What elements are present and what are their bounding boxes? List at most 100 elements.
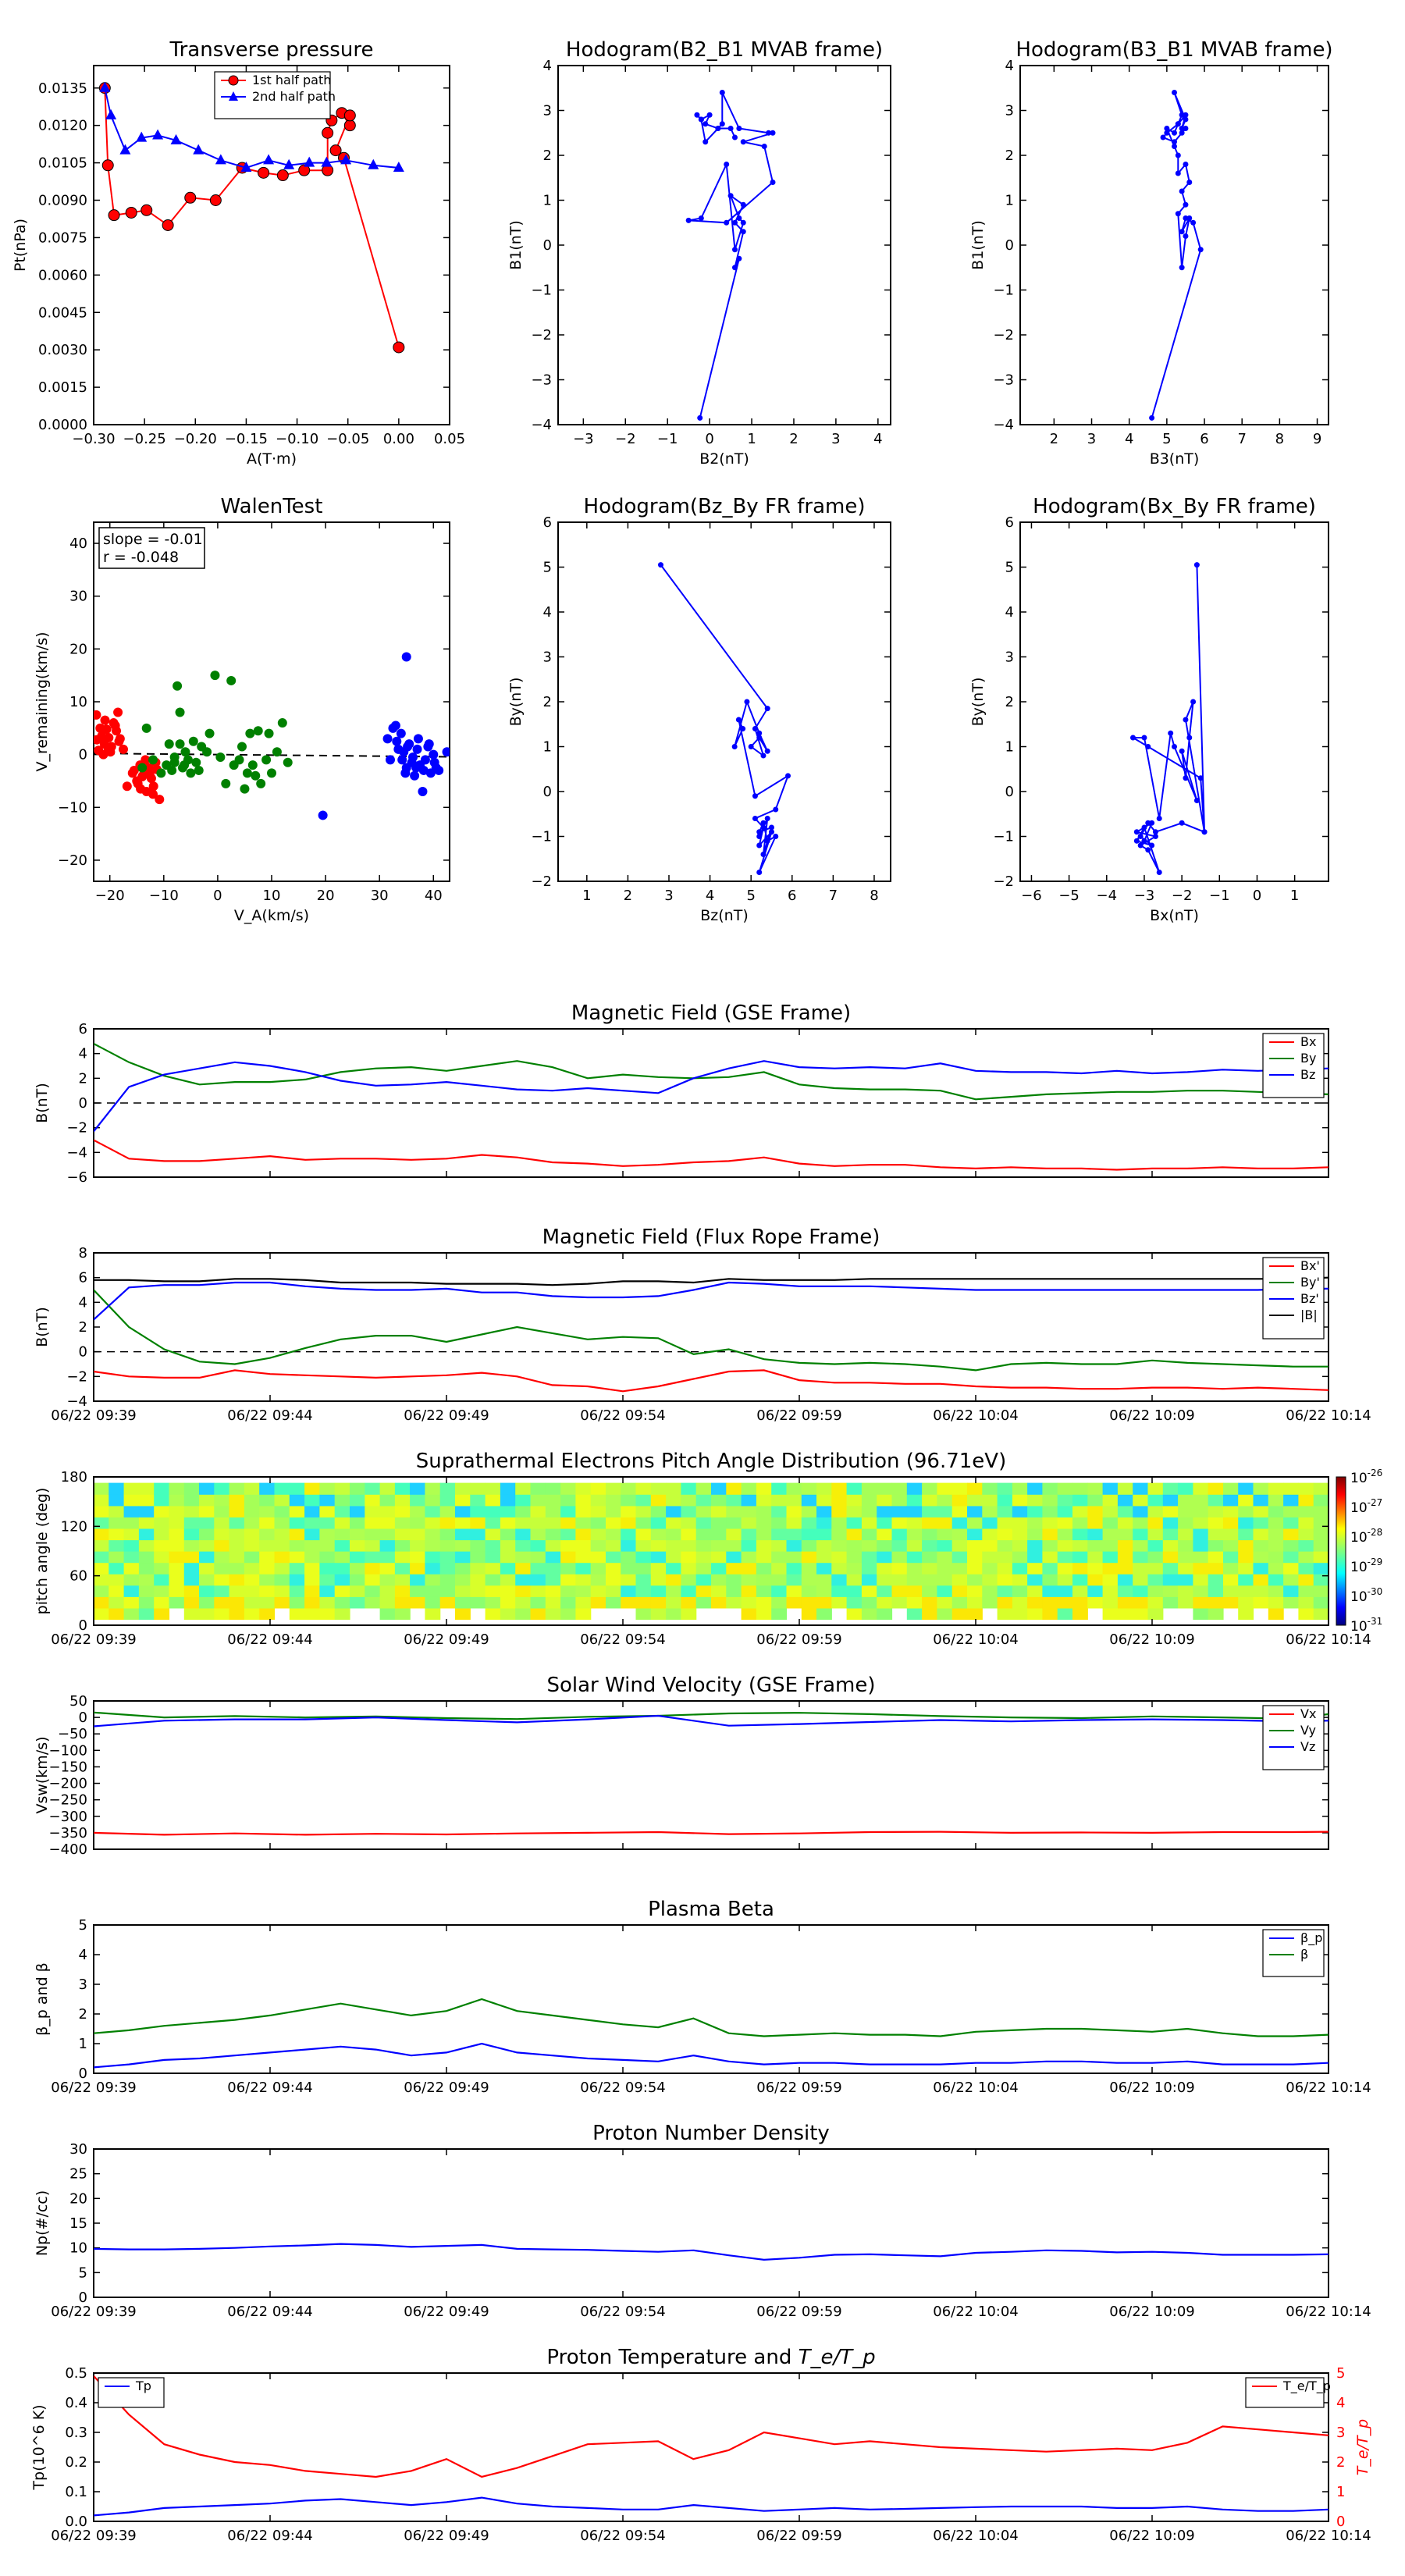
p4-point: [264, 728, 274, 738]
p6-point: [1145, 820, 1151, 826]
p12-xtick-label: 06/22 09:44: [227, 2304, 312, 2320]
p1-title: Transverse pressure: [169, 38, 374, 62]
p4-ytick-label: 0: [79, 747, 87, 763]
p4-point: [396, 728, 406, 738]
p13-ytick-label: 0.5: [65, 2365, 87, 2382]
p8-legend-label: Bx': [1300, 1258, 1320, 1273]
p11-ytick-label: 2: [79, 2006, 87, 2023]
p2-point: [706, 112, 713, 118]
p5-point: [785, 773, 791, 779]
p1-legend: 1st half path 2nd half path: [214, 71, 336, 119]
p12-xtick-label: 06/22 09:59: [756, 2304, 841, 2320]
p4-xtick-label: 30: [371, 888, 389, 904]
p6-point: [1141, 735, 1147, 741]
p8-ytick-label: −2: [66, 1368, 87, 1385]
p13-xtick-label: 06/22 10:04: [933, 2528, 1018, 2544]
p6-ytick-label: 6: [1005, 514, 1014, 531]
p5-ytick-label: −1: [531, 829, 552, 845]
p11-xtick-label: 06/22 09:54: [580, 2080, 665, 2096]
p4-point: [210, 671, 220, 681]
p13-xtick-label: 06/22 10:14: [1286, 2528, 1371, 2544]
p11-legend: β_pβ: [1262, 1929, 1325, 1977]
p8-xtick-label: 06/22 09:49: [404, 1407, 489, 1424]
p2-ylabel: B1(nT): [507, 220, 525, 270]
p11-series-line: [94, 1998, 1329, 2037]
p8-xtick-label: 06/22 09:44: [227, 1407, 312, 1424]
p6-point: [1179, 748, 1185, 754]
p6-ytick-label: −2: [993, 873, 1014, 890]
p3-xtick-label: 8: [1275, 431, 1284, 447]
p2-ytick-label: 1: [543, 193, 552, 209]
p1-point: [258, 166, 270, 179]
p12-frame: [93, 2148, 1329, 2298]
p3-ytick-label: −3: [993, 372, 1014, 389]
p2-title: Hodogram(B2_B1 MVAB frame): [566, 38, 883, 62]
p5-point: [760, 824, 767, 831]
p13-ytick-label: 0.4: [65, 2395, 87, 2411]
p1-ytick-label: 0.0105: [38, 155, 87, 172]
p2-point: [770, 130, 776, 136]
p8-xtick-label: 06/22 10:09: [1109, 1407, 1194, 1424]
p4-point: [205, 728, 215, 738]
p5-series-line: [660, 564, 790, 873]
p4-point: [226, 675, 237, 685]
p13-ytick-right-label: 3: [1336, 2425, 1345, 2441]
p13-ytick-label: 0.1: [65, 2484, 87, 2500]
p2-xtick-label: −3: [573, 431, 594, 447]
p6-xtick-label: −2: [1172, 888, 1193, 904]
p3-point: [1183, 162, 1189, 167]
p9-colorbar-label: 10-30: [1350, 1586, 1382, 1605]
p4-point: [173, 681, 183, 691]
p5-xtick-label: 6: [788, 888, 796, 904]
p1-xtick-label: −0.25: [123, 431, 166, 447]
p2-xtick-label: −1: [657, 431, 678, 447]
p6-point: [1168, 730, 1174, 736]
p3-ytick-label: 4: [1005, 58, 1014, 74]
p4-point: [167, 765, 177, 775]
p10-ytick-label: −350: [49, 1825, 87, 1841]
p5-ytick-label: −2: [531, 873, 552, 890]
p1-xtick-label: −0.30: [72, 431, 115, 447]
p13-legend: T_e/T_p: [1245, 2377, 1331, 2408]
p1-point: [240, 161, 252, 172]
p3-ylabel: B1(nT): [969, 220, 987, 270]
p4-point: [188, 736, 198, 746]
p3-ytick-label: 1: [1005, 193, 1014, 209]
p3-point: [1186, 215, 1193, 221]
p4-point: [442, 747, 450, 757]
p6-point: [1197, 775, 1204, 781]
p4-annotation: slope = -0.01r = -0.048: [98, 527, 205, 569]
p7-ytick-label: 0: [79, 1095, 87, 1112]
p8-xtick-label: 06/22 10:04: [933, 1407, 1018, 1424]
p1-ytick-label: 0.0045: [38, 304, 87, 321]
p13-legend-label: T_e/T_p: [1282, 2379, 1331, 2394]
p4-ylabel: V_remaining(km/s): [34, 632, 51, 771]
p1-ylabel: Pt(nPa): [12, 219, 29, 272]
p4-point: [272, 747, 282, 757]
p6-point: [1179, 820, 1185, 826]
p8-ytick-label: 6: [79, 1270, 87, 1286]
p4-point: [434, 765, 444, 775]
p13-ylabel-right: T_e/T_p: [1354, 2419, 1371, 2475]
p10-ylabel: Vsw(km/s): [34, 1736, 51, 1813]
p3-xtick-label: 7: [1237, 431, 1246, 447]
p1-ytick-label: 0.0060: [38, 267, 87, 283]
p6-axes: −6 −5 −4 −3 −2 −1 0 1 −2 −1 0 1 2 3 4 5 6 Hodogram(Bx_By …: [969, 495, 1329, 924]
p1-point: [343, 109, 356, 122]
p1-point: [340, 154, 352, 165]
p1-ytick-label: 0.0090: [38, 193, 87, 209]
p11-series-line: [94, 2042, 1329, 2069]
p13-xtick-label: 06/22 09:54: [580, 2528, 665, 2544]
p13-ylabel: Tp(10^6 K): [30, 2404, 48, 2490]
p13-series-line: [94, 2496, 1329, 2517]
p2-point: [731, 247, 738, 253]
p6-ytick-label: −1: [993, 829, 1014, 845]
p11-xtick-label: 06/22 09:39: [51, 2080, 136, 2096]
p5-ytick-label: 1: [543, 739, 552, 756]
p9-xtick-label: 06/22 09:59: [756, 1631, 841, 1648]
p12-xtick-label: 06/22 09:54: [580, 2304, 665, 2320]
p5-point: [756, 829, 763, 835]
p7-series-2: [94, 1060, 1329, 1133]
p1-xlabel: A(T·m): [247, 450, 297, 468]
p11-ytick-label: 0: [79, 2065, 87, 2082]
